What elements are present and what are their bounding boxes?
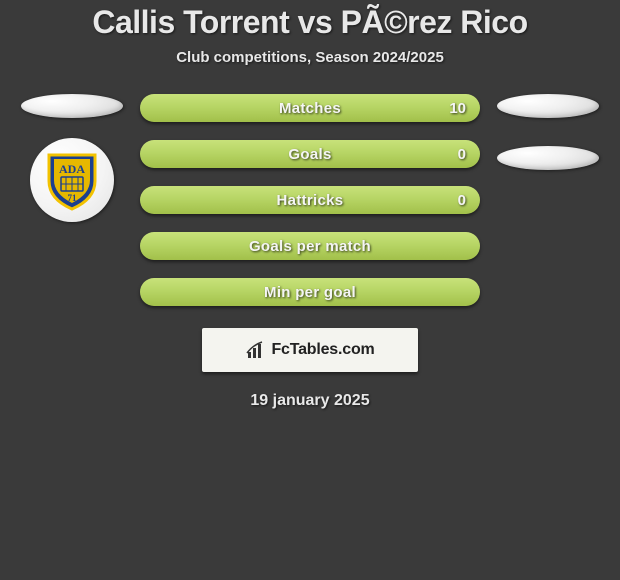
stat-value: 0 [458, 192, 466, 209]
club-badge-left: ADA 71 [30, 138, 114, 222]
stat-label: Goals [288, 146, 331, 163]
brand-text: FcTables.com [271, 341, 374, 359]
player-pill-left [21, 94, 123, 118]
stat-label: Min per goal [264, 284, 356, 301]
stat-bar-hattricks: Hattricks 0 [140, 186, 480, 214]
stat-bars: Matches 10 Goals 0 Hattricks 0 Goals per… [140, 94, 480, 306]
left-player-col: ADA 71 [12, 94, 132, 222]
right-player-col [488, 94, 608, 170]
subtitle: Club competitions, Season 2024/2025 [176, 49, 444, 66]
club-crest-icon: ADA 71 [39, 147, 105, 213]
stat-bar-goals-per-match: Goals per match [140, 232, 480, 260]
stat-value: 0 [458, 146, 466, 163]
brand-box[interactable]: FcTables.com [202, 328, 418, 372]
stat-value: 10 [449, 100, 466, 117]
main-row: ADA 71 Matches 10 Goals 0 Hattric [0, 94, 620, 306]
title: Callis Torrent vs PÃ©rez Rico [92, 4, 527, 41]
crest-text-year: 71 [68, 193, 78, 203]
stat-bar-matches: Matches 10 [140, 94, 480, 122]
stat-label: Goals per match [249, 238, 371, 255]
player-pill-right-2 [497, 146, 599, 170]
stat-label: Hattricks [277, 192, 344, 209]
stat-label: Matches [279, 100, 341, 117]
comparison-card: Callis Torrent vs PÃ©rez Rico Club compe… [0, 0, 620, 410]
crest-text-top: ADA [59, 162, 85, 176]
player-pill-right-1 [497, 94, 599, 118]
stat-bar-min-per-goal: Min per goal [140, 278, 480, 306]
stat-bar-goals: Goals 0 [140, 140, 480, 168]
bar-chart-icon [245, 339, 267, 361]
date: 19 january 2025 [250, 392, 369, 410]
